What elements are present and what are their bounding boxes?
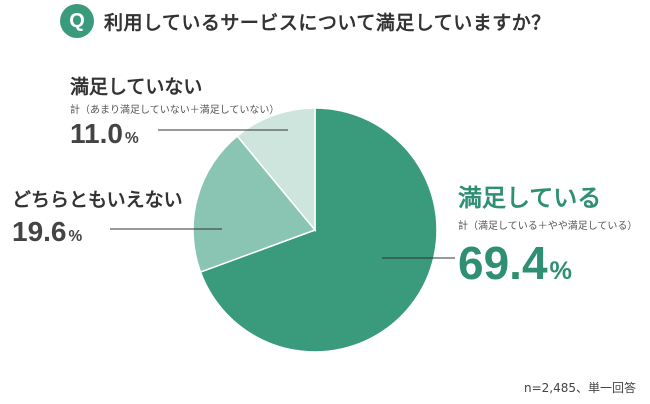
label-not-satisfied-value: 11.0% — [70, 118, 139, 149]
label-satisfied-sublabel: 計（満足している＋やや満足している） — [458, 221, 638, 232]
pie-slice-not-satisfied — [236, 107, 316, 233]
question-header: Q 利用しているサービスについて満足していますか？ — [60, 4, 551, 38]
pie-slice-satisfied — [199, 107, 438, 353]
question-text: 利用しているサービスについて満足していますか？ — [104, 11, 551, 34]
pie-slice-neither — [192, 134, 317, 274]
label-satisfied-value: 69.4% — [458, 237, 573, 289]
label-not-satisfied: 満足していない 計（あまり満足していない＋満足していない） 11.0% — [70, 72, 279, 148]
label-not-satisfied-title: 満足していない — [70, 76, 203, 98]
label-neither: どちらともいえない 19.6% — [12, 185, 183, 246]
question-badge: Q — [60, 4, 94, 38]
label-neither-title: どちらともいえない — [12, 189, 183, 211]
sample-size-note: n=2,485、単一回答 — [523, 381, 636, 395]
label-not-satisfied-sublabel: 計（あまり満足していない＋満足していない） — [70, 105, 280, 116]
label-satisfied-title: 満足している — [458, 184, 602, 212]
label-neither-value: 19.6% — [12, 216, 83, 247]
label-satisfied: 満足している 計（満足している＋やや満足している） 69.4% — [458, 178, 637, 286]
